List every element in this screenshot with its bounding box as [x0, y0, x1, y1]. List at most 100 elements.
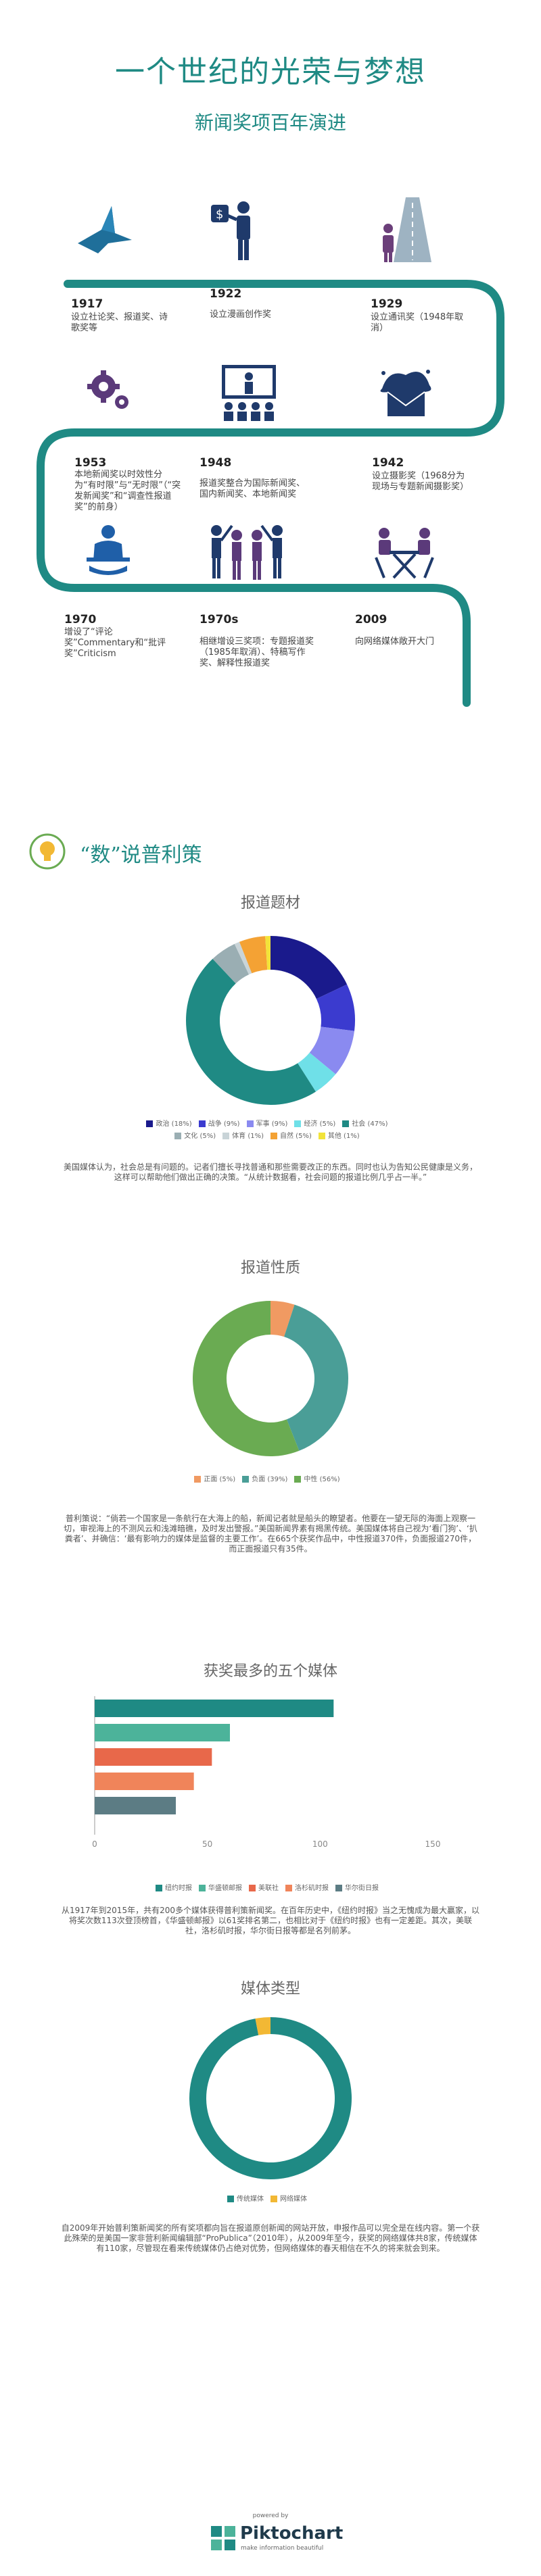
chart1-slice-3 — [298, 1052, 336, 1092]
chart1-slice-5 — [212, 943, 250, 984]
timeline-year-1929: 1929 — [371, 297, 403, 311]
section-heading: “数”说普利策 — [80, 843, 202, 867]
chart2-legend-item: 中性 (56%) — [294, 1476, 340, 1483]
chart3-tick-label: 100 — [312, 1839, 328, 1849]
timeline-year-1922: 1922 — [210, 287, 242, 301]
chart2-note: 普利策说：“倘若一个国家是一条航行在大海上的船，新闻记者就是船头的瞭望者。他要在… — [64, 1514, 477, 1554]
chart1-slice-7 — [239, 936, 268, 974]
chart1-legend-item: 经济 (5%) — [294, 1120, 335, 1128]
timeline-desc-1953: 本地新闻奖以时效性分为“有时限”与“无时限”（“突发新闻奖”和“调查性报道奖”的… — [74, 470, 181, 512]
chart3-legend-item: 华尔街日报 — [335, 1885, 379, 1892]
chart1-slice-0 — [270, 936, 348, 999]
gears-icon — [87, 370, 128, 409]
chart1-legend-swatch — [270, 1133, 277, 1139]
chart3-bar-2 — [95, 1748, 212, 1766]
svg-text:$: $ — [216, 207, 223, 222]
chart3-bar-3 — [95, 1773, 194, 1790]
chart1-slice-1 — [316, 984, 355, 1031]
timeline-year-1948: 1948 — [199, 456, 232, 470]
chart1-legend-swatch — [246, 1120, 254, 1127]
timeline-year-1942: 1942 — [372, 456, 404, 470]
road-person-icon — [383, 197, 431, 262]
chart3-legend: 纽约时报 华盛顿邮报 美联社 洛杉矶时报 华尔街日报 — [101, 1882, 440, 1892]
chart1-legend-swatch — [318, 1133, 325, 1139]
timeline-desc-1942: 设立摄影奖（1968分为现场与专题新闻摄影奖） — [372, 471, 469, 492]
timeline-desc-1922: 设立漫画创作奖 — [210, 309, 272, 320]
chart3-bars: 0 50 100 150 — [92, 1696, 441, 1849]
chart3-legend-swatch — [249, 1885, 256, 1891]
timeline-year-1970: 1970 — [64, 613, 97, 626]
chart3-legend-item: 美联社 — [249, 1885, 279, 1892]
timeline-desc-1970: 增设了“评论奖”Commentary和“批评奖”Criticism — [64, 627, 166, 659]
chart1-legend-swatch — [222, 1133, 230, 1139]
chart2-donut — [193, 1301, 348, 1456]
chart3-bar-1 — [95, 1724, 230, 1741]
chart1-legend-item: 社会 (47%) — [342, 1120, 388, 1128]
chart1-legend-label: 经济 (5%) — [304, 1120, 336, 1128]
presentation-icon — [222, 365, 276, 421]
origami-bird-icon — [78, 206, 132, 253]
chart2-slice-2 — [193, 1301, 300, 1456]
chart1-legend-swatch — [294, 1120, 302, 1127]
footer-tagline: make information beautiful — [241, 2545, 324, 2552]
chart1-legend-item: 军事 (9%) — [246, 1120, 288, 1128]
chart1-legend-item: 战争 (9%) — [198, 1120, 240, 1128]
chart1-legend-label: 军事 (9%) — [256, 1120, 288, 1128]
lightbulb-icon — [29, 833, 66, 870]
chart2-legend-label: 中性 (56%) — [304, 1476, 340, 1483]
page-title: 一个世纪的光荣与梦想 — [115, 55, 426, 89]
page-subtitle: 新闻奖项百年演进 — [194, 112, 346, 134]
chart1-legend-item: 体育 (1%) — [222, 1133, 264, 1140]
chart4-legend-swatch — [227, 2196, 234, 2202]
chart1-slice-2 — [309, 1026, 355, 1074]
chart2-legend: 正面 (5%) 负面 (39%) 中性 (56%) — [135, 1473, 406, 1483]
chart3-legend-label: 华尔街日报 — [345, 1885, 379, 1892]
chart1-legend-item: 文化 (5%) — [174, 1133, 216, 1140]
chart3-legend-label: 洛杉矶时报 — [295, 1885, 329, 1892]
chart2-title: 报道性质 — [240, 1260, 300, 1277]
timeline-desc-2009: 向网络媒体敞开大门 — [355, 637, 435, 647]
chart3-legend-item: 华盛顿邮报 — [199, 1885, 242, 1892]
chart1-slice-4 — [185, 958, 316, 1105]
chart2-legend-swatch — [242, 1476, 250, 1483]
chart1-legend-swatch — [198, 1120, 206, 1127]
chart3-bar-0 — [95, 1700, 334, 1717]
chart1-legend-label: 社会 (47%) — [352, 1120, 388, 1128]
chart1-legend-label: 文化 (5%) — [184, 1133, 216, 1140]
team-icon — [211, 524, 283, 580]
chart3-tick-label: 150 — [425, 1839, 441, 1849]
chart3-legend-swatch — [156, 1885, 162, 1891]
chart1-slice-6 — [234, 941, 252, 975]
timeline-year-1953: 1953 — [74, 456, 107, 470]
chart3-legend-label: 华盛顿邮报 — [208, 1885, 242, 1892]
chart3-tick-label: 50 — [202, 1839, 212, 1849]
chart1-legend-swatch — [174, 1133, 182, 1139]
chart4-legend-label: 传统媒体 — [237, 2196, 264, 2203]
chart4-slice-0 — [189, 2017, 352, 2179]
chart3-tick-label: 0 — [92, 1839, 97, 1849]
chart4-slice-1 — [255, 2017, 270, 2035]
chart2-legend-swatch — [194, 1476, 202, 1483]
chart3-title: 获奖最多的五个媒体 — [203, 1663, 337, 1680]
money-presenter-icon: $ — [211, 201, 250, 260]
chart1-legend-label: 政治 (18%) — [156, 1120, 192, 1128]
chart1-slice-8 — [265, 936, 270, 970]
chart4-legend-swatch — [270, 2196, 277, 2202]
chart3-legend-item: 洛杉矶时报 — [285, 1885, 329, 1892]
chart3-bar-4 — [95, 1797, 176, 1814]
chart1-legend-label: 其他 (1%) — [327, 1133, 360, 1140]
chart3-legend-label: 美联社 — [258, 1885, 279, 1892]
chart1-legend-item: 其他 (1%) — [318, 1133, 360, 1140]
chart2-slice-0 — [270, 1301, 295, 1337]
chart4-legend-item: 网络媒体 — [270, 2196, 307, 2203]
chart2-legend-item: 正面 (5%) — [194, 1476, 235, 1483]
timeline-desc-1929: 设立通讯奖（1948年取消） — [371, 312, 464, 333]
piktochart-logo-icon — [211, 2526, 235, 2550]
chart2-legend-label: 负面 (39%) — [252, 1476, 288, 1483]
piktochart-logo: Piktochart make information beautiful — [203, 2522, 343, 2556]
chart4-title: 媒体类型 — [240, 1981, 300, 1998]
chart3-legend-swatch — [285, 1885, 292, 1891]
chart4-legend-item: 传统媒体 — [227, 2196, 264, 2203]
chart1-legend-item: 政治 (18%) — [146, 1120, 192, 1128]
chart1-legend-label: 体育 (1%) — [232, 1133, 264, 1140]
